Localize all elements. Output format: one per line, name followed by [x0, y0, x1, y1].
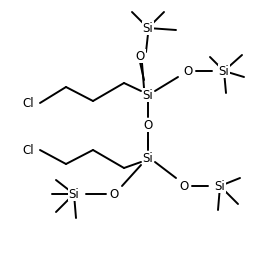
Text: O: O	[143, 118, 153, 132]
Text: Si: Si	[69, 188, 79, 200]
Text: Cl: Cl	[22, 97, 34, 109]
Text: Si: Si	[219, 64, 229, 78]
Text: O: O	[109, 188, 119, 200]
Text: O: O	[179, 179, 188, 193]
Text: Si: Si	[214, 179, 225, 193]
Text: Si: Si	[143, 22, 153, 34]
Text: Cl: Cl	[22, 144, 34, 157]
Text: O: O	[135, 50, 145, 62]
Text: O: O	[183, 64, 193, 78]
Text: Si: Si	[143, 151, 153, 165]
Text: Si: Si	[143, 88, 153, 102]
